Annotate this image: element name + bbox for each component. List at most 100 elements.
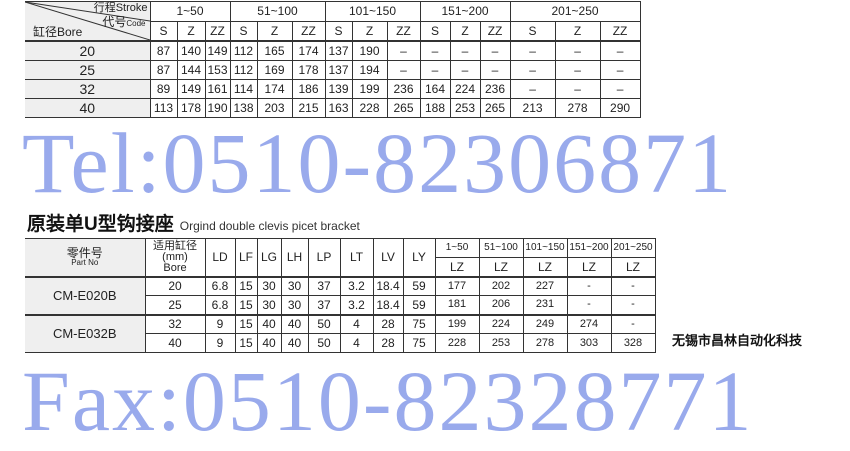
value-cell: 149 (204, 40, 231, 61)
code-header: Z (256, 20, 293, 42)
dim-cell: 59 (402, 295, 436, 315)
value-cell: – (419, 40, 451, 61)
section-title: 原装单U型钩接座 Orgind double clevis picet brack… (27, 213, 360, 236)
code-header: ZZ (479, 20, 511, 42)
bore-cell: 20 (25, 40, 151, 61)
value-cell: 186 (291, 78, 326, 99)
dim-cell: 50 (307, 313, 341, 334)
value-cell: – (554, 78, 601, 99)
corner-header: 行程Stroke 代号Code 缸径Bore (25, 1, 151, 42)
value-cell: 164 (419, 78, 451, 99)
value-cell: 153 (204, 59, 231, 80)
code-header: Z (449, 20, 481, 42)
value-cell: 190 (204, 97, 231, 118)
value-cell: 114 (229, 78, 258, 99)
dim-cell: 40 (280, 333, 309, 353)
table-row: 40 113 178 190 138 203 215 163 228 265 188 253 265 21… (25, 97, 641, 118)
value-cell: – (509, 78, 556, 99)
dim-cell: 9 (204, 333, 236, 353)
dim-header: LD (204, 238, 236, 277)
code-header: S (419, 20, 451, 42)
lz-cell: 274 (566, 313, 612, 334)
dim-cell: 18.4 (372, 275, 404, 296)
dim-cell: 6.8 (204, 295, 236, 315)
stroke-label: 行程Stroke (93, 2, 148, 14)
code-header: ZZ (291, 20, 326, 42)
value-cell: 169 (256, 59, 293, 80)
value-cell: – (509, 40, 556, 61)
bore-header-en: Bore (163, 261, 187, 274)
bore-cell: 20 (144, 275, 206, 296)
dim-cell: 40 (256, 313, 282, 334)
lz-cell: - (610, 313, 656, 334)
lz-cell: 199 (434, 313, 480, 334)
stroke-group-header: 201~250 (610, 238, 656, 258)
dim-cell: 6.8 (204, 275, 236, 296)
value-cell: – (599, 78, 641, 99)
code-header: Z (554, 20, 601, 42)
value-cell: – (419, 59, 451, 80)
lz-cell: 249 (522, 313, 568, 334)
value-cell: 149 (176, 78, 206, 99)
value-cell: 224 (449, 78, 481, 99)
value-cell: – (449, 59, 481, 80)
dim-cell: 30 (256, 275, 282, 296)
code-header: S (509, 20, 556, 42)
dim-cell: 9 (204, 313, 236, 334)
code-header: Z (176, 20, 206, 42)
lz-cell: 228 (434, 333, 480, 353)
bore-cell: 32 (144, 313, 206, 334)
value-cell: 137 (324, 40, 353, 61)
table-row: 25 87 144 153 112 169 178 137 194– – – – – – – (25, 59, 641, 80)
value-cell: 178 (291, 59, 326, 80)
value-cell: 165 (256, 40, 293, 61)
stroke-group-header: 51~100 (229, 1, 326, 22)
dim-cell: 28 (372, 313, 404, 334)
value-cell: 87 (149, 59, 178, 80)
lz-cell: 231 (522, 295, 568, 315)
lz-header: LZ (566, 257, 612, 277)
table-row: 20 87 140 149 112 165 174 137 190– – – – – – – (25, 40, 641, 61)
dim-header: LV (372, 238, 404, 277)
part-no-header: 零件号 Part No (25, 238, 146, 277)
code-en: Code (126, 19, 146, 28)
lz-cell: 253 (478, 333, 524, 353)
value-cell: 278 (554, 97, 601, 118)
value-cell: – (599, 59, 641, 80)
value-cell: 144 (176, 59, 206, 80)
value-cell: – (386, 59, 421, 80)
bore-unit: (mm) (162, 250, 188, 263)
company-name: 无锡市昌林自动化科技 (672, 333, 803, 348)
lz-cell: 177 (434, 275, 480, 296)
title-en: Orgind double clevis picet bracket (179, 219, 360, 233)
stroke-group-header: 151~200 (566, 238, 612, 258)
value-cell: 228 (351, 97, 388, 118)
dim-cell: 15 (234, 313, 258, 334)
bore-label: 缸径Bore (33, 25, 83, 39)
value-cell: 178 (176, 97, 206, 118)
dim-cell: 40 (280, 313, 309, 334)
part-header-en: Part No (71, 258, 99, 268)
value-cell: 265 (479, 97, 511, 118)
code-header: S (324, 20, 353, 42)
bore-header: 适用缸径 (mm) Bore (144, 238, 206, 277)
dim-cell: 28 (372, 333, 404, 353)
stroke-group-header: 101~150 (522, 238, 568, 258)
part-no-cell: CM-E020B (25, 275, 146, 315)
dim-cell: 30 (280, 295, 309, 315)
value-cell: – (386, 40, 421, 61)
dim-cell: 4 (339, 333, 374, 353)
lz-cell: - (610, 275, 656, 296)
value-cell: 174 (256, 78, 293, 99)
dim-cell: 15 (234, 295, 258, 315)
value-cell: 89 (149, 78, 178, 99)
dim-cell: 50 (307, 333, 341, 353)
value-cell: 140 (176, 40, 206, 61)
table-row: CM-E032B 32 9 15 40 40 50 4 28 75 199 224 249 274- (25, 313, 656, 353)
value-cell: 215 (291, 97, 326, 118)
dim-cell: 30 (280, 275, 309, 296)
diagonal-lines (25, 2, 150, 40)
dim-cell: 30 (256, 295, 282, 315)
value-cell: 199 (351, 78, 388, 99)
value-cell: 112 (229, 40, 258, 61)
